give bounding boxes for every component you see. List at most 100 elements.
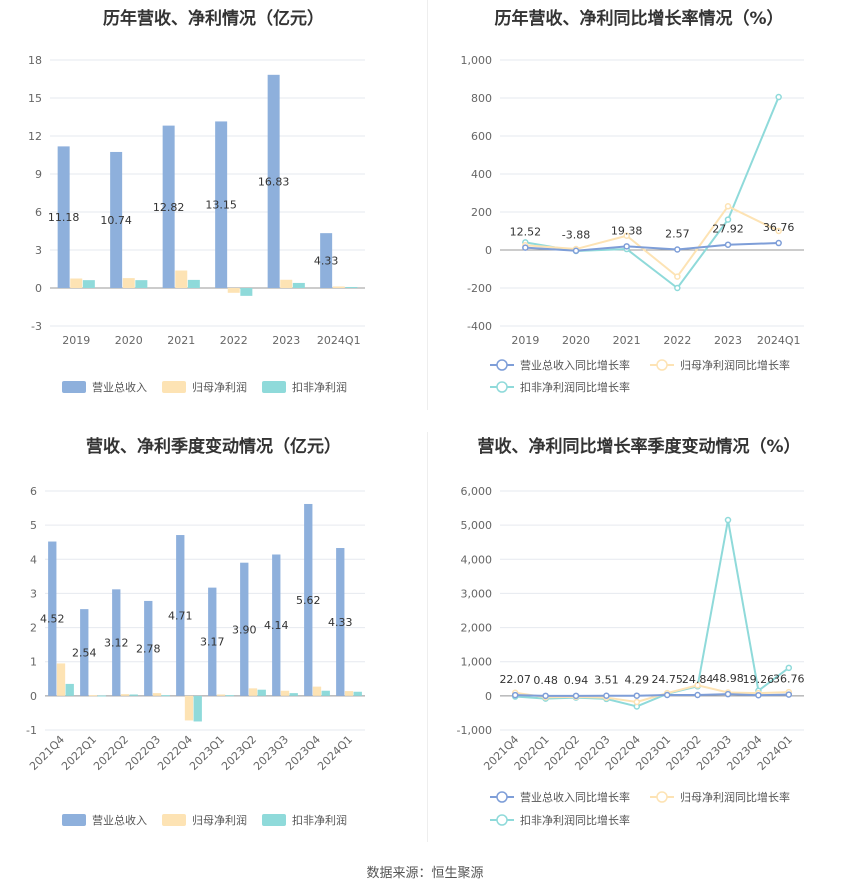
- data-label: 16.83: [258, 175, 290, 188]
- data-label: 4.29: [625, 674, 650, 687]
- chart-panel-quarterly-revenue-profit: 营收、净利季度变动情况（亿元） -1 0 1 2 3 4 5 6 2021Q4 2022Q1 202…: [0, 428, 427, 853]
- legend-swatch: [62, 814, 86, 826]
- bar-annual_rev_profit-s1: [175, 270, 188, 288]
- point-annual_growth-s0: [623, 243, 630, 250]
- legend-swatch-marker: [656, 359, 668, 371]
- bar-quarterly_rev_profit-s2: [129, 694, 138, 696]
- data-label: 11.18: [48, 211, 80, 224]
- data-label: 2.78: [136, 642, 161, 655]
- bar-quarterly_rev_profit-s1: [152, 693, 162, 696]
- legend-label: 归母净利润: [192, 813, 247, 827]
- point-quarterly_growth-s0: [663, 691, 671, 699]
- bar-annual_rev_profit-s2: [240, 288, 253, 296]
- bar-quarterly_rev_profit-s0: [176, 535, 185, 696]
- data-label: 27.92: [712, 223, 744, 236]
- x-tick-label: 2024Q1: [317, 334, 361, 347]
- y-tick-label: 1,000: [461, 656, 493, 669]
- line-quarterly_growth-s1: [515, 684, 789, 704]
- legend-swatch: [62, 381, 86, 393]
- legend-label: 营业总收入: [92, 380, 147, 394]
- data-label: 22.07: [499, 673, 531, 686]
- chart-panel-quarterly-growth: 营收、净利同比增长率季度变动情况（%） -1,000 0 1,000 2,000 3,0…: [428, 428, 850, 853]
- y-tick-label: 3: [30, 587, 37, 600]
- bar-quarterly_rev_profit-s0: [240, 562, 249, 696]
- data-label: 4.52: [40, 613, 65, 626]
- bar-annual_rev_profit-s2: [345, 286, 358, 288]
- bar-quarterly_rev_profit-s0: [144, 600, 153, 696]
- data-label: 13.15: [205, 199, 237, 212]
- bar-quarterly_rev_profit-s0: [304, 503, 313, 696]
- bar-quarterly_rev_profit-s2: [321, 690, 330, 696]
- legend-swatch: [162, 814, 186, 826]
- legend-label: 扣非净利润: [292, 813, 347, 827]
- x-tick-label: 2019: [511, 334, 539, 347]
- bar-quarterly_rev_profit-s2: [225, 695, 234, 697]
- bar-quarterly_rev_profit-s0: [208, 587, 217, 696]
- point-annual_growth-s2: [775, 93, 782, 101]
- data-label: 36.76: [773, 673, 805, 686]
- bar-annual_rev_profit-s1: [280, 279, 293, 288]
- data-label: 3.90: [232, 623, 257, 636]
- legend-label: 扣非净利润: [292, 380, 347, 394]
- y-tick-label: 15: [28, 92, 42, 105]
- point-annual_growth-s1: [724, 203, 732, 210]
- y-tick-label: 4: [30, 553, 37, 566]
- x-tick-label: 2023: [714, 334, 742, 347]
- y-tick-label: 1,000: [461, 54, 493, 67]
- bar-annual_rev_profit-s1: [70, 278, 83, 288]
- data-label: 4.33: [314, 255, 339, 268]
- x-tick-label: 2022: [220, 334, 248, 347]
- point-annual_growth-s0: [522, 244, 529, 251]
- data-label: 0.94: [564, 674, 589, 687]
- point-quarterly_growth-s0: [572, 692, 580, 700]
- legend-label: 归母净利润: [192, 380, 247, 394]
- line-quarterly_growth-s0: [515, 693, 789, 697]
- bar-annual_rev_profit-s2: [135, 280, 148, 288]
- bar-quarterly_rev_profit-s1: [344, 691, 354, 696]
- line-annual_growth-s0: [525, 242, 779, 252]
- data-label: 19.38: [611, 224, 643, 237]
- legend-label: 扣非净利润同比增长率: [520, 380, 630, 394]
- y-tick-label: 4,000: [461, 553, 493, 566]
- y-tick-label: 0: [30, 690, 37, 703]
- legend-label: 归母净利润同比增长率: [680, 358, 790, 372]
- bar-quarterly_rev_profit-s1: [56, 663, 66, 696]
- data-label: 36.76: [763, 221, 795, 234]
- data-label: 10.74: [100, 214, 132, 227]
- y-tick-label: 3: [35, 244, 42, 257]
- data-label: 0.48: [533, 674, 558, 687]
- x-tick-label: 2023: [272, 334, 300, 347]
- bar-quarterly_rev_profit-s0: [48, 541, 57, 696]
- point-quarterly_growth-s2: [785, 664, 793, 672]
- bar-annual_rev_profit-s2: [187, 279, 200, 288]
- point-quarterly_growth-s0: [724, 690, 732, 698]
- chart-title: 营收、净利同比增长率季度变动情况（%）: [477, 437, 801, 457]
- bar-annual_rev_profit-s0: [57, 146, 70, 288]
- bar-annual_rev_profit-s1: [332, 286, 345, 288]
- y-tick-label: 6: [30, 485, 37, 498]
- x-tick-label: 2024Q1: [757, 334, 801, 347]
- x-tick-label: 2020: [115, 334, 143, 347]
- bar-quarterly_rev_profit-s0: [80, 609, 89, 696]
- y-tick-label: -1,000: [457, 724, 492, 737]
- y-tick-label: 18: [28, 54, 42, 67]
- point-quarterly_growth-s0: [542, 692, 549, 700]
- y-tick-label: 1: [30, 656, 37, 669]
- y-tick-label: 2: [30, 622, 37, 635]
- y-tick-label: 6: [35, 206, 42, 219]
- point-quarterly_growth-s0: [694, 691, 701, 699]
- point-quarterly_growth-s0: [511, 691, 519, 699]
- bar-annual_rev_profit-s1: [227, 288, 240, 293]
- bar-quarterly_rev_profit-s2: [65, 683, 74, 696]
- panel-divider: [427, 432, 428, 842]
- data-label: 5.62: [296, 594, 321, 607]
- line-annual_growth-s1: [525, 205, 780, 279]
- point-quarterly_growth-s2: [724, 516, 732, 524]
- point-annual_growth-s0: [724, 241, 732, 248]
- point-annual_growth-s1: [674, 273, 681, 280]
- point-annual_growth-s2: [674, 284, 681, 292]
- bar-annual_rev_profit-s0: [215, 121, 228, 288]
- point-annual_growth-s0: [674, 246, 681, 253]
- x-tick-label: 2024Q1: [315, 733, 355, 773]
- y-tick-label: 3,000: [461, 587, 493, 600]
